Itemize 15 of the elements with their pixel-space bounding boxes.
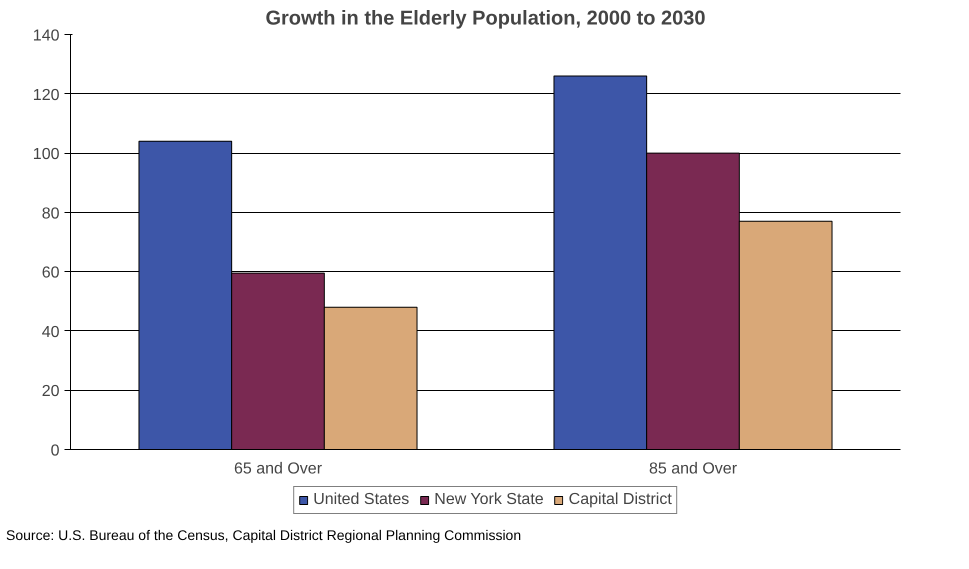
- legend-label: Capital District: [568, 491, 672, 509]
- y-tick-label: 60: [42, 264, 60, 282]
- y-tick-label: 80: [42, 205, 60, 222]
- y-tick-label: 20: [42, 383, 60, 400]
- source-note: Source: U.S. Bureau of the Census, Capital District Regional Planning Commission: [6, 526, 522, 545]
- y-tick-label: 100: [32, 146, 60, 164]
- x-tick-label: 85 and Over: [648, 460, 738, 478]
- y-tick-label: 0: [50, 442, 60, 460]
- legend-label: New York State: [434, 491, 544, 509]
- y-tick-label: 40: [42, 324, 60, 341]
- y-tick-label: 120: [32, 86, 60, 104]
- chart-title: Growth in the Elderly Population, 2000 to 2030: [265, 8, 706, 30]
- x-tick-label: 65 and Over: [234, 460, 323, 478]
- legend-label: United States: [313, 491, 410, 509]
- y-tick-label: 140: [32, 28, 60, 44]
